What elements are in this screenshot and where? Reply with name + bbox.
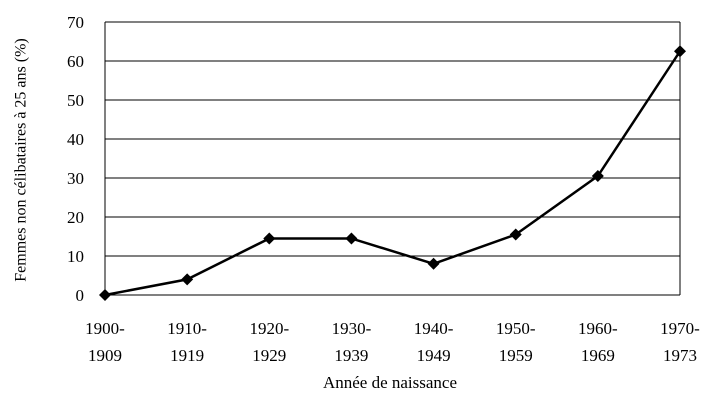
x-tick-label: 1960-1969 bbox=[578, 319, 618, 365]
y-tick-label: 50 bbox=[67, 91, 84, 110]
y-tick-label: 30 bbox=[67, 169, 84, 188]
y-tick-label: 60 bbox=[67, 52, 84, 71]
x-tick-label: 1900-1909 bbox=[85, 319, 125, 365]
y-tick-label: 10 bbox=[67, 247, 84, 266]
marker bbox=[99, 289, 111, 301]
x-tick-label: 1940-1949 bbox=[414, 319, 454, 365]
x-tick-label: 1930-1939 bbox=[332, 319, 372, 365]
y-tick-label: 0 bbox=[76, 286, 85, 305]
x-tick-label: 1970-1973 bbox=[660, 319, 700, 365]
x-tick-label: 1950-1959 bbox=[496, 319, 536, 365]
marker bbox=[181, 273, 194, 286]
marker bbox=[674, 45, 686, 58]
line bbox=[104, 50, 682, 297]
marker bbox=[591, 170, 604, 183]
marker bbox=[345, 232, 358, 245]
x-tick-label: 1910-1919 bbox=[167, 319, 207, 365]
marker bbox=[509, 228, 522, 241]
y-tick-label: 20 bbox=[67, 208, 84, 227]
marker bbox=[427, 257, 440, 270]
y-tick-label: 70 bbox=[67, 13, 84, 32]
marker bbox=[263, 232, 276, 245]
y-tick-label: 40 bbox=[67, 130, 84, 149]
x-axis-title: Année de naissance bbox=[323, 373, 457, 392]
y-axis-title: Femmes non célibataires à 25 ans (%) bbox=[13, 38, 30, 281]
x-tick-label: 1920-1929 bbox=[249, 319, 289, 365]
